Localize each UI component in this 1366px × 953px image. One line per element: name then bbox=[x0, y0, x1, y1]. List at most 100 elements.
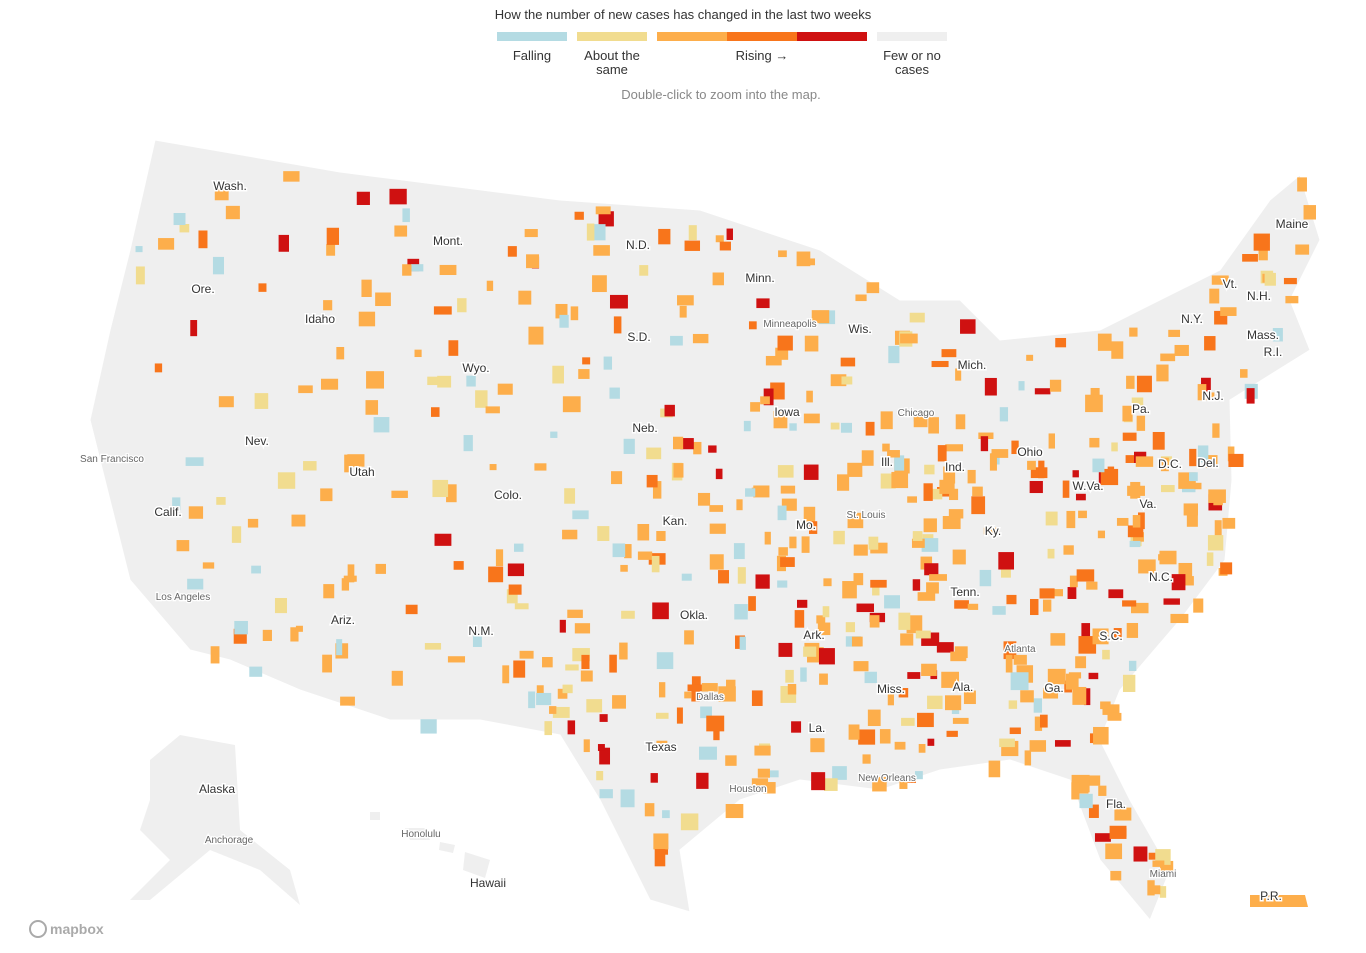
county-patch bbox=[1102, 704, 1120, 715]
county-patch bbox=[593, 245, 610, 256]
county-patch bbox=[567, 720, 576, 735]
county-patch bbox=[845, 622, 856, 633]
county-patch bbox=[718, 570, 730, 584]
county-patch bbox=[1047, 589, 1063, 597]
county-patch bbox=[179, 224, 190, 233]
county-patch bbox=[489, 464, 497, 471]
county-patch bbox=[552, 365, 564, 384]
state-label: S.D. bbox=[627, 330, 650, 344]
county-patch bbox=[291, 514, 306, 527]
county-patch bbox=[1126, 375, 1135, 389]
state-label: R.I. bbox=[1264, 345, 1283, 359]
county-patch bbox=[1024, 750, 1032, 766]
county-patch bbox=[303, 461, 317, 471]
county-patch bbox=[274, 598, 287, 614]
county-patch bbox=[1085, 394, 1103, 413]
county-patch bbox=[879, 729, 891, 744]
county-patch bbox=[586, 223, 595, 241]
county-patch bbox=[1003, 641, 1017, 660]
county-patch bbox=[909, 312, 925, 323]
county-patch bbox=[544, 721, 552, 736]
county-patch bbox=[888, 345, 900, 364]
county-patch bbox=[646, 474, 658, 488]
state-label: P.R. bbox=[1260, 889, 1282, 903]
county-patch bbox=[326, 227, 340, 245]
county-patch bbox=[1122, 674, 1136, 692]
county-patch bbox=[1189, 472, 1198, 482]
county-patch bbox=[185, 457, 204, 466]
county-patch bbox=[1131, 602, 1149, 614]
county-patch bbox=[866, 282, 880, 294]
county-patch bbox=[1063, 545, 1074, 555]
county-patch bbox=[941, 349, 957, 358]
county-patch bbox=[646, 447, 662, 460]
county-patch bbox=[1110, 870, 1122, 881]
county-patch bbox=[1078, 636, 1097, 654]
county-patch bbox=[1171, 574, 1186, 591]
state-label: Ky. bbox=[985, 524, 1001, 538]
county-patch bbox=[736, 499, 743, 511]
mapbox-logo[interactable]: mapbox bbox=[29, 920, 104, 938]
county-patch bbox=[979, 569, 992, 587]
county-patch bbox=[1183, 503, 1198, 516]
county-patch bbox=[918, 743, 926, 753]
county-patch bbox=[662, 810, 670, 819]
state-label: La. bbox=[809, 721, 826, 735]
county-patch bbox=[572, 510, 589, 520]
county-patch bbox=[811, 310, 830, 324]
county-patch bbox=[917, 592, 936, 601]
county-patch bbox=[751, 690, 763, 706]
county-patch bbox=[691, 676, 701, 687]
county-patch bbox=[214, 186, 229, 201]
county-patch bbox=[599, 714, 608, 722]
county-patch bbox=[931, 360, 949, 368]
county-patch bbox=[708, 445, 717, 453]
county-patch bbox=[840, 357, 856, 367]
county-patch bbox=[972, 486, 983, 497]
county-patch bbox=[921, 538, 939, 552]
county-patch bbox=[684, 240, 701, 251]
county-patch bbox=[872, 585, 880, 596]
county-patch bbox=[198, 230, 208, 249]
county-patch bbox=[865, 421, 875, 436]
county-patch bbox=[187, 578, 204, 590]
county-patch bbox=[864, 671, 877, 684]
county-patch bbox=[218, 396, 234, 408]
county-patch bbox=[880, 411, 893, 430]
county-patch bbox=[1062, 480, 1070, 498]
county-patch bbox=[507, 563, 525, 577]
county-patch bbox=[791, 721, 802, 733]
state-label: Ohio bbox=[1017, 445, 1043, 459]
county-patch bbox=[402, 264, 412, 276]
county-patch bbox=[862, 754, 871, 764]
county-patch bbox=[1212, 423, 1220, 438]
county-patch bbox=[1093, 726, 1109, 745]
county-patch bbox=[278, 234, 290, 252]
county-patch bbox=[894, 455, 905, 471]
county-patch bbox=[389, 188, 407, 205]
county-patch bbox=[942, 516, 961, 530]
county-patch bbox=[680, 813, 699, 831]
state-label: Nev. bbox=[245, 434, 269, 448]
county-patch bbox=[1128, 660, 1137, 671]
county-patch bbox=[528, 691, 536, 709]
county-patch bbox=[927, 738, 935, 746]
county-patch bbox=[644, 803, 655, 817]
county-patch bbox=[639, 265, 649, 276]
county-patch bbox=[1030, 598, 1039, 616]
county-patch bbox=[1105, 843, 1123, 860]
county-patch bbox=[898, 612, 911, 630]
county-patch bbox=[212, 256, 224, 275]
county-patch bbox=[295, 625, 303, 632]
county-patch bbox=[611, 471, 623, 485]
county-patch bbox=[777, 505, 787, 521]
county-patch bbox=[787, 683, 797, 695]
county-patch bbox=[770, 382, 785, 400]
county-patch bbox=[347, 564, 355, 583]
county-patch bbox=[1098, 785, 1107, 796]
county-patch bbox=[914, 771, 923, 780]
county-patch bbox=[534, 463, 547, 471]
county-patch bbox=[980, 436, 989, 452]
